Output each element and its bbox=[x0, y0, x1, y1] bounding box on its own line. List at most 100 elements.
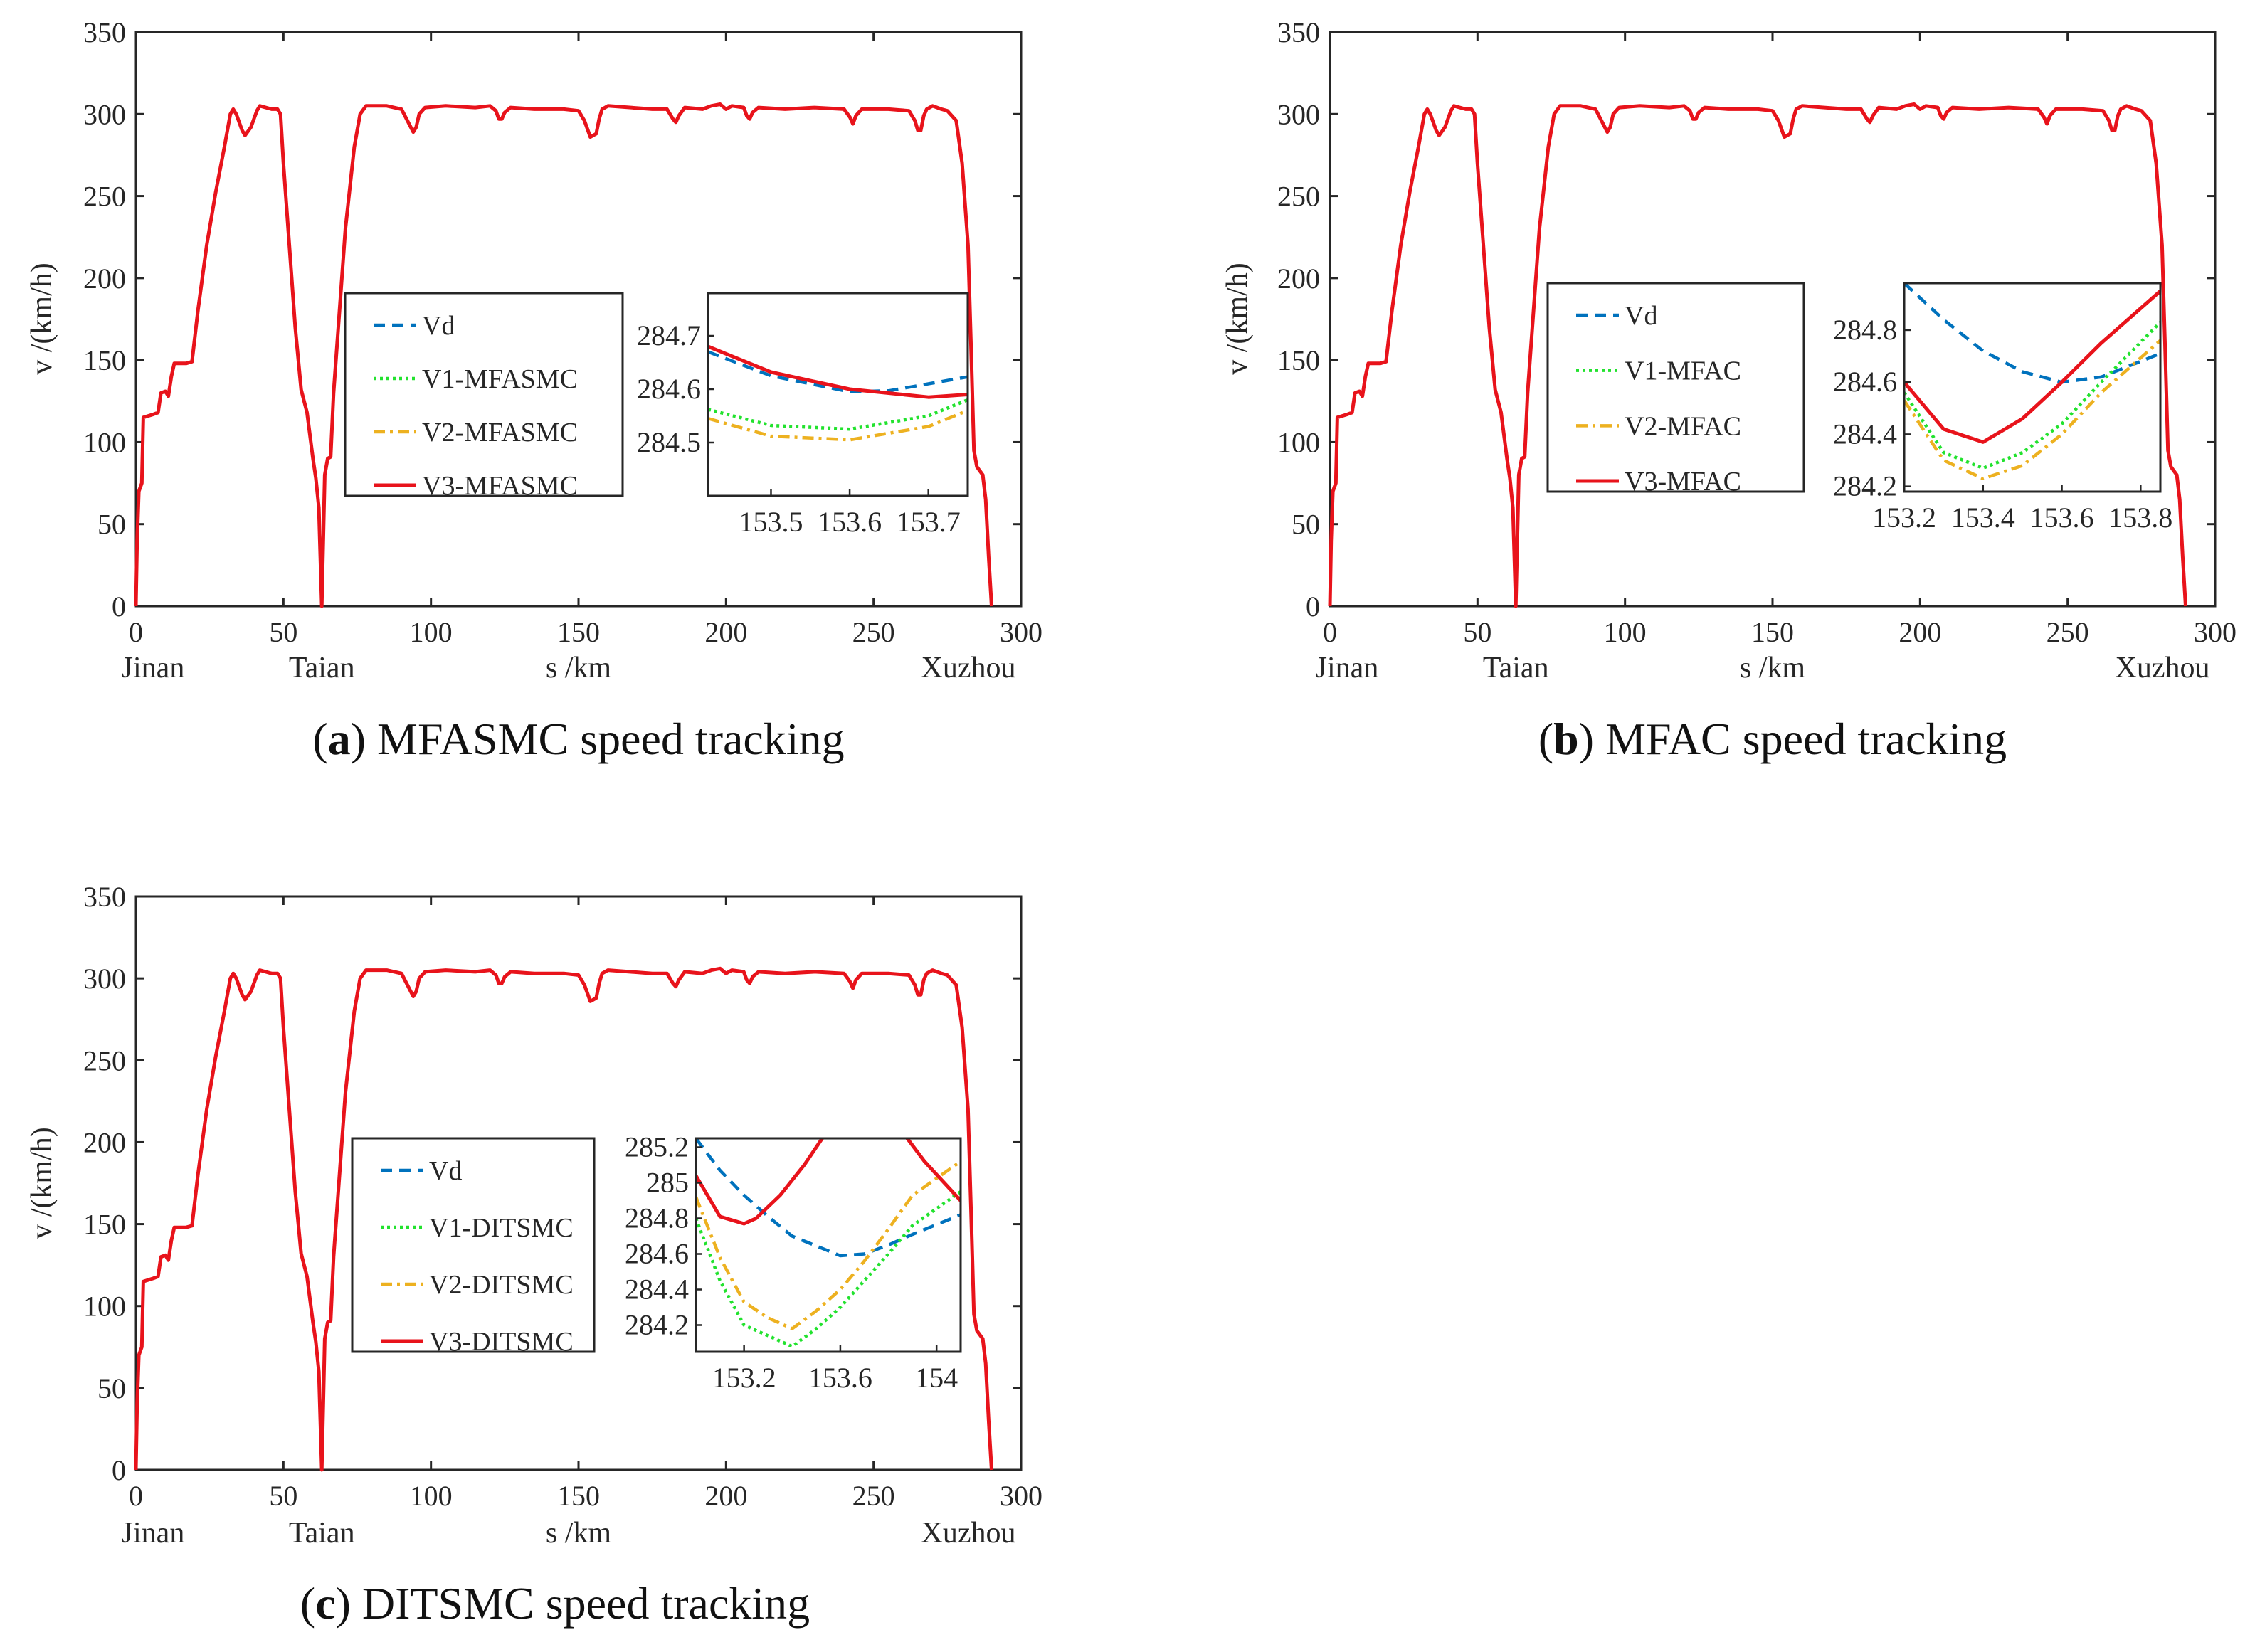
x-tick-label: 200 bbox=[704, 1480, 747, 1512]
legend-label-vd: Vd bbox=[429, 1156, 462, 1186]
inset-x-tick-label: 153.2 bbox=[1872, 502, 1936, 534]
y-tick-label: 250 bbox=[1277, 181, 1320, 213]
y-tick-label: 150 bbox=[1277, 344, 1320, 376]
x-tick-label: 200 bbox=[704, 616, 747, 648]
figure-caption: (c) DITSMC speed tracking bbox=[300, 1578, 810, 1629]
station-label-taian: Taian bbox=[289, 652, 355, 684]
y-tick-label: 300 bbox=[83, 98, 126, 130]
inset-zoom-chart: 153.2 153.4 153.6 153.8 284.2 284.4 284.6 284.8 bbox=[1833, 282, 2172, 534]
station-label-xuzhou: Xuzhou bbox=[921, 652, 1016, 684]
x-tick-label: 50 bbox=[269, 1480, 297, 1512]
y-tick-label: 350 bbox=[83, 16, 126, 48]
legend-box bbox=[1546, 282, 1805, 493]
inset-x-tick-label: 153.2 bbox=[712, 1362, 776, 1394]
speed-profile-line bbox=[134, 102, 993, 608]
y-tick-label: 100 bbox=[1277, 426, 1320, 458]
inset-series-vd bbox=[696, 1138, 961, 1258]
inset-x-tick-label: 153.6 bbox=[818, 506, 882, 538]
legend-box bbox=[344, 292, 624, 497]
station-label-xuzhou: Xuzhou bbox=[2116, 652, 2210, 684]
y-tick-label: 50 bbox=[97, 509, 126, 541]
caption-text: DITSMC speed tracking bbox=[362, 1578, 810, 1629]
x-tick-label: 300 bbox=[2194, 616, 2236, 648]
inset-series-v1 bbox=[1904, 321, 2160, 470]
y-tick-label: 300 bbox=[1277, 98, 1320, 130]
legend-label-vd: Vd bbox=[422, 311, 455, 341]
chart-panel-1: 0 50 100 150 200 250 300 0 50 100 150 200 250 300 350 v… bbox=[26, 16, 1042, 764]
inset-y-tick-label: 284.8 bbox=[1833, 314, 1897, 346]
x-tick-label: 150 bbox=[1751, 616, 1794, 648]
figure-caption: (a) MFASMC speed tracking bbox=[312, 714, 844, 764]
inset-series-v2 bbox=[696, 1160, 961, 1330]
y-tick-label: 0 bbox=[112, 591, 126, 623]
inset-y-tick-label: 284.8 bbox=[625, 1202, 689, 1234]
station-label-jinan: Jinan bbox=[1316, 652, 1379, 684]
inset-x-tick-label: 153.5 bbox=[739, 506, 803, 538]
x-tick-label: 100 bbox=[410, 616, 453, 648]
caption-letter-close: ) bbox=[336, 1578, 362, 1629]
inset-x-tick-label: 153.6 bbox=[808, 1362, 872, 1394]
inset-x-tick-label: 153.4 bbox=[1951, 502, 2015, 534]
inset-series-v3 bbox=[708, 344, 968, 399]
legend-label-v1: V1-MFAC bbox=[1625, 356, 1741, 386]
x-tick-label: 50 bbox=[269, 616, 297, 648]
inset-x-tick-label: 154 bbox=[915, 1362, 958, 1394]
x-axis-label: s /km bbox=[546, 1517, 612, 1550]
y-tick-label: 50 bbox=[97, 1372, 126, 1404]
legend-label-v1: V1-DITSMC bbox=[429, 1213, 574, 1243]
inset-y-tick-label: 284.4 bbox=[625, 1274, 689, 1306]
inset-background bbox=[1904, 283, 2160, 492]
inset-frame bbox=[695, 1137, 962, 1353]
inset-x-tick-label: 153.6 bbox=[2030, 502, 2094, 534]
caption-letter-close: ) bbox=[351, 714, 377, 764]
caption-letter-bold: a bbox=[328, 714, 351, 764]
x-tick-label: 150 bbox=[557, 616, 600, 648]
figure-caption: (b) MFAC speed tracking bbox=[1538, 714, 2007, 764]
y-tick-label: 350 bbox=[83, 881, 126, 913]
y-tick-label: 100 bbox=[83, 426, 126, 458]
caption-letter: ( bbox=[300, 1578, 315, 1629]
x-axis-label: s /km bbox=[1740, 652, 1806, 684]
x-tick-label: 300 bbox=[1000, 616, 1042, 648]
inset-series-v1 bbox=[696, 1190, 961, 1348]
station-label-taian: Taian bbox=[289, 1517, 355, 1550]
y-axis-label: v /(km/h) bbox=[1221, 263, 1254, 374]
y-tick-label: 150 bbox=[83, 344, 126, 376]
inset-zoom-chart: 153.5 153.6 153.7 284.5 284.6 284.7 bbox=[637, 292, 969, 538]
legend-label-v2: V2-MFAC bbox=[1625, 411, 1741, 441]
legend-box bbox=[351, 1137, 596, 1353]
inset-y-tick-label: 284.7 bbox=[637, 319, 701, 351]
y-tick-label: 200 bbox=[1277, 263, 1320, 295]
station-label-jinan: Jinan bbox=[122, 652, 185, 684]
inset-y-tick-label: 284.6 bbox=[625, 1238, 689, 1270]
y-tick-label: 300 bbox=[83, 963, 126, 995]
caption-letter-bold: b bbox=[1553, 714, 1579, 764]
y-tick-label: 0 bbox=[1306, 591, 1320, 623]
speed-profile-line bbox=[134, 966, 993, 1472]
x-axis-label: s /km bbox=[546, 652, 612, 684]
legend-label-v3: V3-MFASMC bbox=[422, 471, 578, 501]
y-tick-label: 200 bbox=[83, 1126, 126, 1158]
x-tick-label: 250 bbox=[852, 616, 895, 648]
station-label-jinan: Jinan bbox=[122, 1517, 185, 1550]
inset-series-group bbox=[1904, 283, 2160, 480]
y-axis-label: v /(km/h) bbox=[26, 263, 58, 374]
caption-text: MFAC speed tracking bbox=[1605, 714, 2007, 764]
y-tick-label: 100 bbox=[83, 1291, 126, 1323]
caption-text: MFASMC speed tracking bbox=[377, 714, 845, 764]
inset-y-tick-label: 285.2 bbox=[625, 1131, 689, 1163]
inset-frame bbox=[1903, 282, 2162, 493]
inset-frame bbox=[707, 292, 969, 497]
y-tick-label: 350 bbox=[1277, 16, 1320, 48]
x-tick-label: 100 bbox=[1604, 616, 1647, 648]
x-tick-label: 150 bbox=[557, 1480, 600, 1512]
speed-profile-line bbox=[1328, 102, 2187, 608]
station-label-xuzhou: Xuzhou bbox=[921, 1517, 1016, 1550]
inset-background bbox=[708, 293, 968, 496]
inset-y-tick-label: 284.6 bbox=[1833, 366, 1897, 398]
chart-panel-2: 0 50 100 150 200 250 300 0 50 100 150 200 250 300 350 v… bbox=[1221, 16, 2236, 764]
inset-y-tick-label: 284.2 bbox=[625, 1309, 689, 1341]
y-tick-label: 0 bbox=[112, 1454, 126, 1486]
caption-letter-bold: c bbox=[315, 1578, 335, 1629]
